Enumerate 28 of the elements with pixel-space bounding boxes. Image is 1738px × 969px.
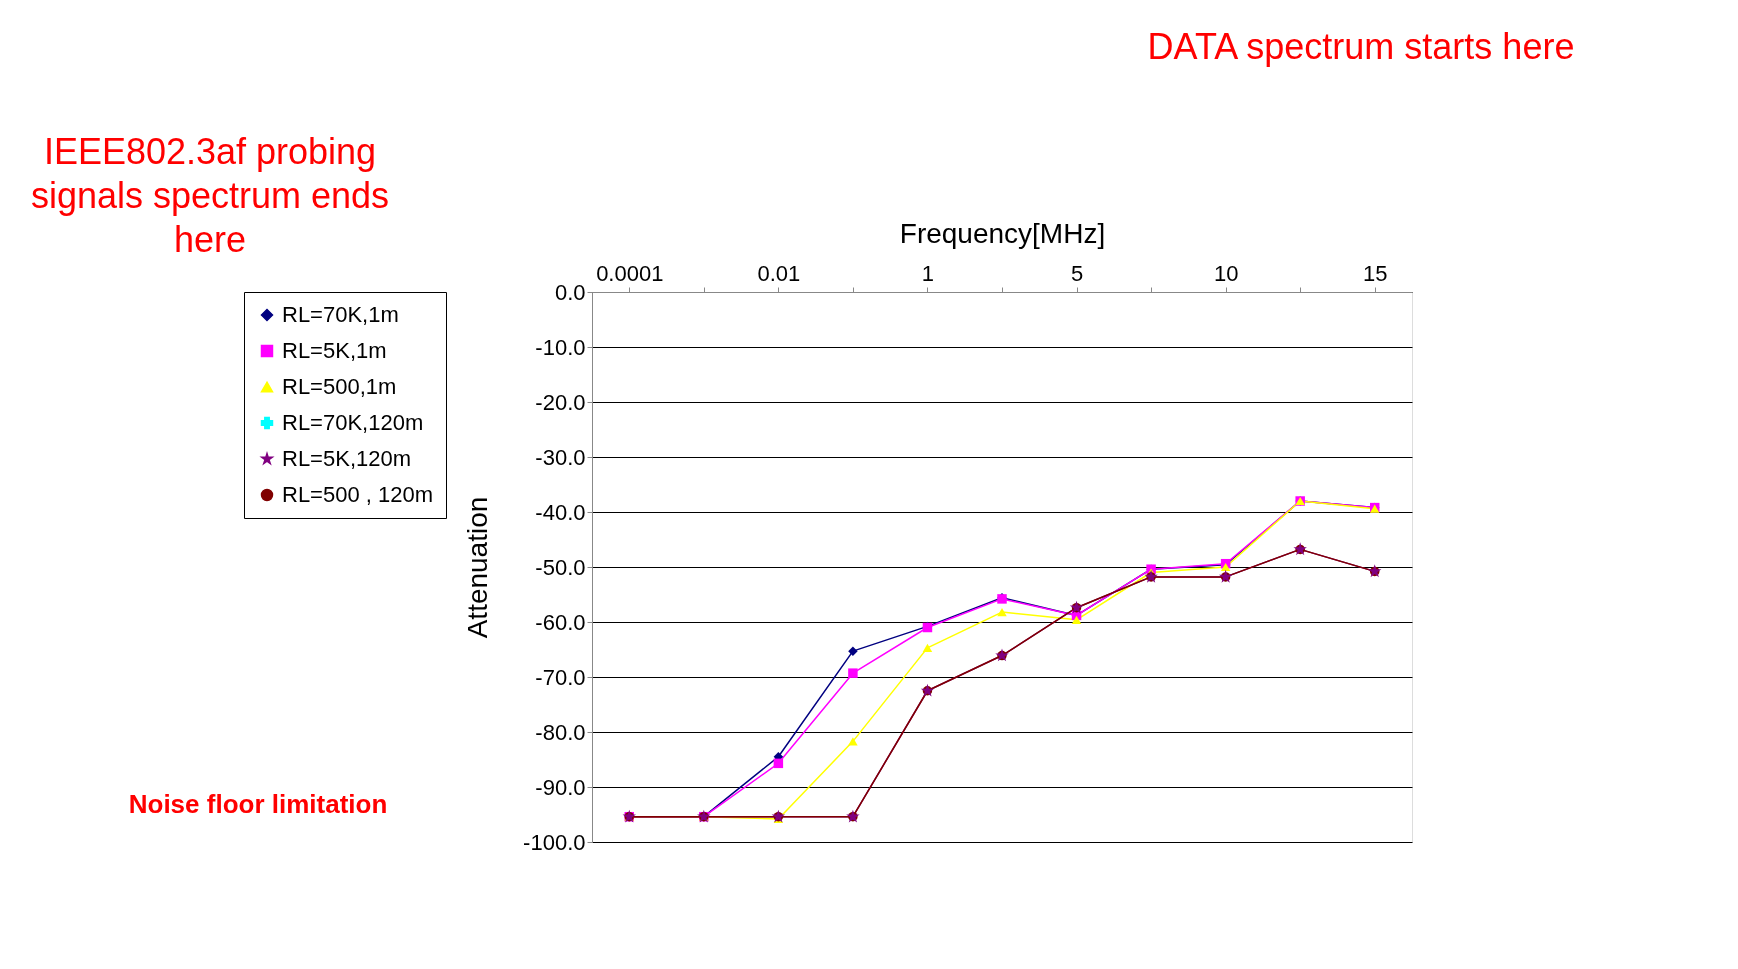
legend-label: RL=500 , 120m [282,482,434,507]
y-tick-label: -70.0 [535,664,586,690]
x-tick-label: 15 [1362,260,1388,286]
text: IEEE802.3af probing signals spectrum ends here [30,131,390,260]
text: DATA spectrum starts here [1147,26,1575,67]
x-tick-label: 1 [921,260,935,286]
legend-label: RL=70K,120m [282,410,424,435]
x-tick-label: 0.01 [757,260,801,286]
y-tick-label: -10.0 [535,334,586,360]
x-tick-label: 0.0001 [596,260,664,286]
text: Noise floor limitation [128,789,388,819]
y-tick-label: -30.0 [535,444,586,470]
y-tick-label: -80.0 [535,719,586,745]
y-tick-label: -40.0 [535,499,586,525]
y-tick-label: -20.0 [535,389,586,415]
x-tick-label: 10 [1213,260,1239,286]
y-tick-label: 0.0 [554,279,586,305]
x-axis-title: Frequency[MHz] [899,217,1106,249]
y-axis-title: Attenuation [462,496,494,639]
legend-label: RL=500,1m [282,374,397,399]
legend-label: RL=5K,1m [282,338,387,363]
legend-label: RL=70K,1m [282,302,399,327]
y-tick-label: -90.0 [535,774,586,800]
y-tick-label: -100.0 [523,829,586,855]
legend-label: RL=5K,120m [282,446,412,471]
y-tick-label: -50.0 [535,554,586,580]
y-tick-label: -60.0 [535,609,586,635]
x-tick-label: 5 [1070,260,1084,286]
